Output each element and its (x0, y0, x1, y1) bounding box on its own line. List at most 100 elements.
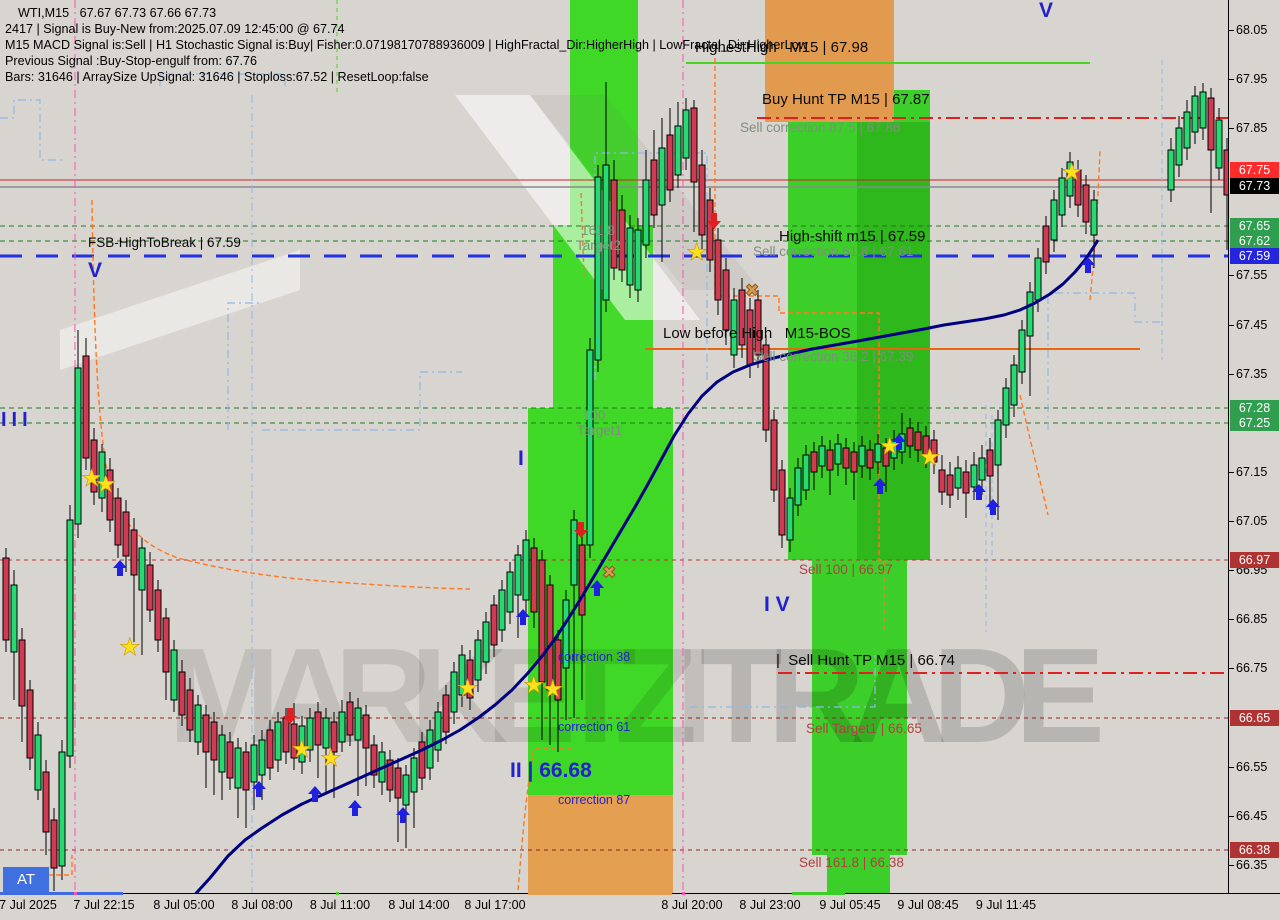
candle-body (58, 751, 66, 867)
price-tick: 66.75 (1228, 661, 1268, 675)
candle-body (370, 744, 378, 776)
candle-body (1191, 95, 1199, 133)
trail-line (48, 855, 73, 876)
fractal-box-line (227, 302, 262, 430)
sell-arrow-icon (283, 708, 297, 724)
price-tick: 66.45 (1228, 809, 1268, 823)
indicator-line: M15 MACD Signal is:Sell | H1 Stochastic … (5, 38, 808, 52)
candle-body (122, 511, 130, 557)
candle-body (914, 431, 922, 451)
candle-body (946, 474, 954, 496)
candle-body (610, 179, 618, 269)
trail-line (580, 192, 585, 276)
candle-body (1215, 119, 1223, 169)
candle-body (458, 654, 466, 696)
candle-body (226, 741, 234, 779)
candle-body (906, 427, 914, 447)
candle-body (298, 725, 306, 763)
candle-body (338, 711, 346, 743)
candle-body (162, 617, 170, 673)
sell-arrow-icon (707, 213, 721, 229)
time-axis[interactable]: 7 Jul 2025 7 Jul 22:15 8 Jul 05:00 8 Jul 08… (0, 892, 1280, 920)
candle-body (802, 454, 810, 491)
buy-arrow-icon (308, 786, 322, 802)
candle-body (738, 289, 746, 346)
star-icon: ★ (119, 634, 141, 661)
candle-body (882, 447, 890, 467)
candle-body (418, 741, 426, 779)
candle-body (1207, 97, 1215, 151)
sell-arrow-icon (574, 522, 588, 538)
star-icon: ★ (320, 745, 342, 772)
buy-arrow-icon (590, 580, 604, 596)
axis-zone-segment (528, 892, 672, 895)
candle-body (386, 759, 394, 791)
at-button[interactable]: AT (3, 867, 49, 893)
star-icon: ★ (1061, 159, 1083, 186)
buy-arrow-icon (113, 560, 127, 576)
candle-body (634, 229, 642, 291)
candle-body (290, 723, 298, 759)
price-badge: 66.38 (1230, 842, 1279, 858)
price-badge: 67.73 (1230, 178, 1279, 194)
candle-body (330, 721, 338, 753)
price-tick: 67.05 (1228, 514, 1268, 528)
time-tick-label: 9 Jul 08:45 (897, 898, 959, 912)
candle-body (218, 734, 226, 773)
candle-body (1042, 225, 1050, 263)
axis-zone-segment (74, 892, 77, 895)
candle-body (570, 519, 578, 586)
candle-body (306, 717, 314, 751)
candle-body (402, 774, 410, 806)
buy-arrow-icon (972, 484, 986, 500)
price-tick: 67.55 (1228, 268, 1268, 282)
candle-body (450, 671, 458, 713)
candle-body (994, 419, 1002, 466)
candle-body (794, 467, 802, 506)
candle-body (482, 621, 490, 663)
candle-body (754, 299, 762, 356)
star-icon: ★ (686, 239, 708, 266)
candle-body (1074, 169, 1082, 206)
time-tick-label: 8 Jul 11:00 (309, 898, 371, 912)
star-icon: ★ (291, 736, 313, 763)
candle-body (1167, 149, 1175, 191)
candle-body (842, 447, 850, 469)
candle-body (506, 571, 514, 613)
candle-body (858, 445, 866, 467)
axis-zone-segment (792, 892, 845, 895)
candle-body (818, 445, 826, 467)
candle-body (274, 721, 282, 761)
candle-body (1183, 111, 1191, 149)
candle-body (746, 309, 754, 366)
candle-body (530, 547, 538, 613)
candle-body (1199, 91, 1207, 129)
candle-body (34, 734, 42, 791)
price-tick: 67.85 (1228, 121, 1268, 135)
candle-body (850, 451, 858, 473)
candle-body (970, 464, 978, 488)
symbol-ohlc-line: WTI,M15 67.67 67.73 67.66 67.73 (18, 6, 217, 20)
candle-body (258, 739, 266, 776)
candle-body (410, 757, 418, 793)
price-axis[interactable]: 68.05 67.95 67.85 67.55 67.45 67.35 67.15 67.05… (1228, 0, 1280, 893)
trail-line (91, 199, 471, 590)
candle-body (114, 497, 122, 546)
candle-body (978, 457, 986, 481)
candle-body (714, 239, 722, 301)
candle-body (194, 704, 202, 743)
buy-arrow-icon (1081, 257, 1095, 273)
candle-body (874, 443, 882, 463)
price-tick: 67.45 (1228, 318, 1268, 332)
candle-body (90, 439, 98, 493)
candle-body (810, 451, 818, 473)
candle-body (234, 747, 242, 789)
candle-body (442, 694, 450, 733)
candle-body (314, 711, 322, 746)
candle-body (138, 547, 146, 591)
price-badge: 67.65 (1230, 218, 1279, 234)
candle-body (650, 159, 658, 216)
candle-body (178, 671, 186, 716)
